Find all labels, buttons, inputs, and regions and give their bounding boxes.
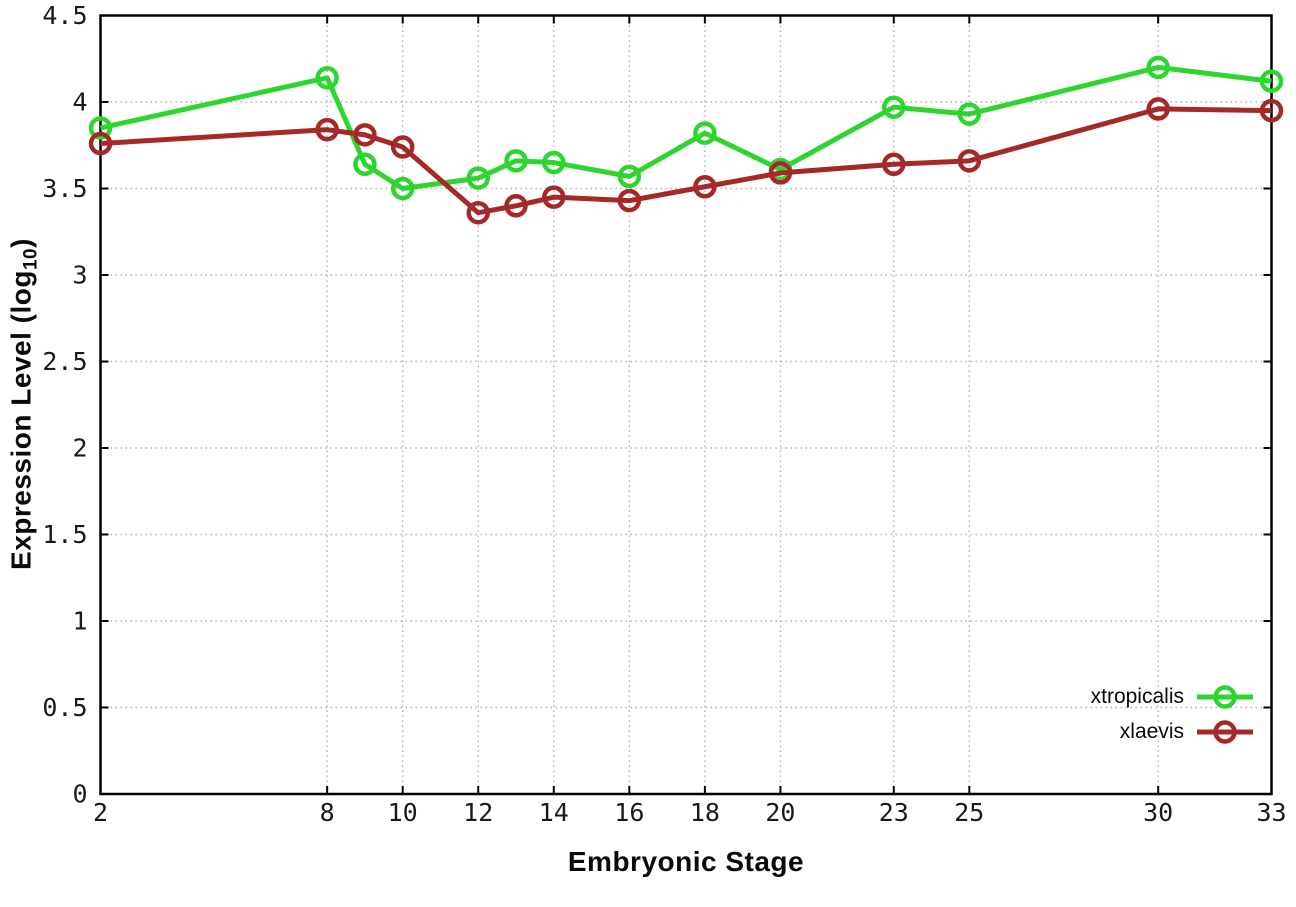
svg-text:18: 18 <box>690 798 720 827</box>
legend-marker-icon <box>1197 719 1253 744</box>
chart-legend: xtropicalis xlaevis <box>1091 679 1254 749</box>
svg-text:3.5: 3.5 <box>42 174 87 203</box>
y-axis-title-text: Expression Level (log <box>5 270 37 570</box>
svg-text:10: 10 <box>388 798 418 827</box>
svg-text:8: 8 <box>320 798 335 827</box>
svg-text:14: 14 <box>539 798 569 827</box>
svg-text:2: 2 <box>72 434 87 463</box>
svg-text:1: 1 <box>72 607 87 636</box>
svg-text:30: 30 <box>1143 798 1173 827</box>
svg-text:2: 2 <box>93 798 108 827</box>
svg-text:1.5: 1.5 <box>42 520 87 549</box>
svg-text:0: 0 <box>72 780 87 809</box>
legend-label: xtropicalis <box>1090 684 1184 708</box>
svg-text:12: 12 <box>463 798 493 827</box>
legend-label: xlaevis <box>1119 719 1184 743</box>
svg-text:23: 23 <box>879 798 909 827</box>
svg-text:3: 3 <box>72 261 87 290</box>
y-axis-title: Expression Level (log10) <box>6 238 43 570</box>
y-axis-title-suffix: ) <box>5 238 37 248</box>
svg-text:16: 16 <box>614 798 644 827</box>
svg-text:4: 4 <box>72 88 87 117</box>
x-axis-title: Embryonic Stage <box>567 846 805 877</box>
svg-text:25: 25 <box>954 798 984 827</box>
svg-text:0.5: 0.5 <box>42 693 87 722</box>
svg-text:2.5: 2.5 <box>42 347 87 376</box>
legend-row-xlaevis: xlaevis <box>1091 714 1254 749</box>
svg-text:20: 20 <box>765 798 795 827</box>
legend-marker-icon <box>1197 684 1253 709</box>
svg-text:33: 33 <box>1256 798 1286 827</box>
legend-row-xtropicalis: xtropicalis <box>1091 679 1254 714</box>
svg-text:4.5: 4.5 <box>42 1 87 30</box>
y-axis-title-subscript: 10 <box>20 247 42 271</box>
